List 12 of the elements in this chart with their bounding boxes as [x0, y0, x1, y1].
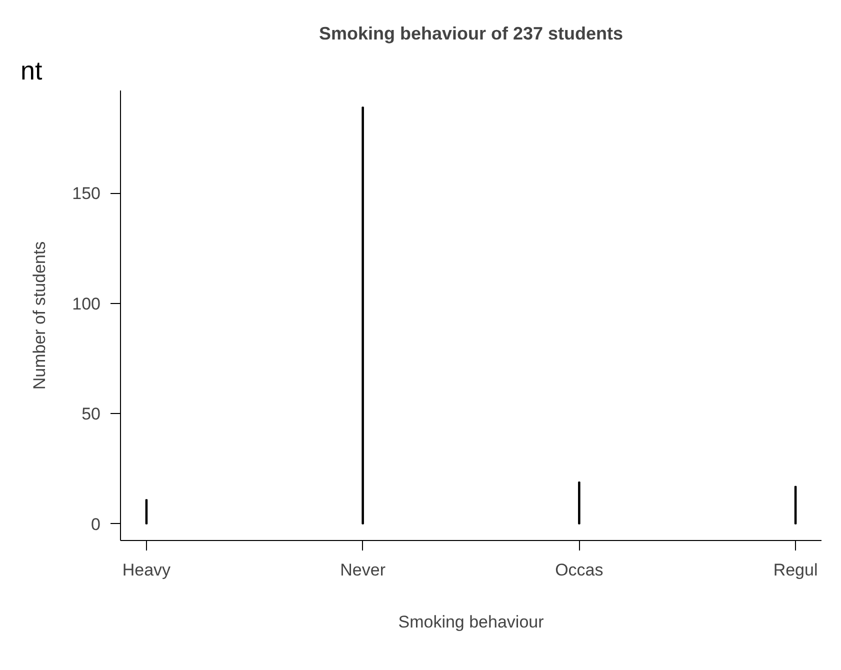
y-tick-label: 50: [82, 404, 101, 424]
y-tick-label: 100: [72, 294, 101, 314]
x-tick-label: Occas: [555, 560, 604, 580]
x-axis-title: Smoking behaviour: [398, 612, 544, 632]
y-tick-label: 150: [72, 184, 101, 204]
x-tick-label: Regul: [773, 560, 818, 580]
x-tick-label: Never: [340, 560, 386, 580]
chart-title: Smoking behaviour of 237 students: [318, 24, 624, 44]
text: nt: [20, 56, 43, 86]
y-tick-label: 0: [91, 514, 101, 534]
x-tick-label: Heavy: [122, 560, 172, 580]
y-axis-title: Number of students: [30, 241, 50, 390]
